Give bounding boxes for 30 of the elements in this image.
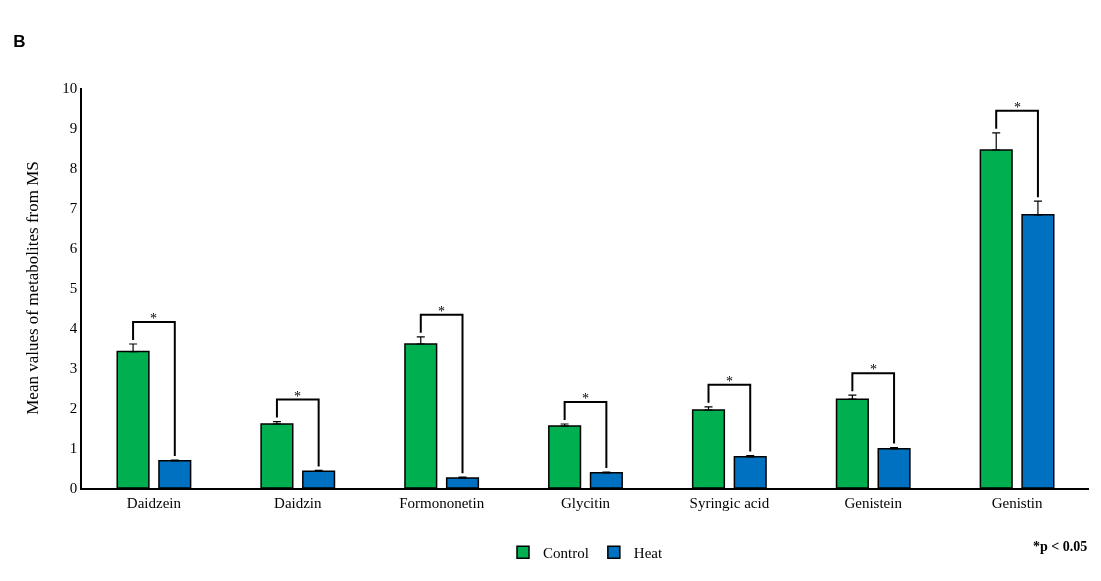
legend-label: Heat xyxy=(633,545,663,562)
x-tick-label: Syringic acid xyxy=(689,494,770,511)
annotation: * xyxy=(1014,100,1021,115)
y-tick-label: 10 xyxy=(62,80,78,97)
x-tick-label: Glycitin xyxy=(560,494,611,511)
x-tick-label: Formononetin xyxy=(399,494,485,511)
y-tick-label: 5 xyxy=(69,280,78,297)
text: *p < 0.05 xyxy=(1033,539,1088,554)
chart-title: B xyxy=(13,31,26,51)
x-tick-label: Daidzin xyxy=(274,494,323,511)
y-tick-label: 6 xyxy=(69,240,78,257)
y-tick-label: 4 xyxy=(69,320,78,337)
y-axis-title: Mean values of metabolites from MS xyxy=(22,161,42,415)
x-tick-label: Daidzein xyxy=(126,494,182,511)
y-tick-label: 0 xyxy=(69,480,78,497)
x-tick-label: Genistin xyxy=(991,494,1043,511)
annotation: * xyxy=(870,362,877,377)
annotation: * xyxy=(726,374,733,389)
annotation: * xyxy=(150,311,157,326)
annotation: * xyxy=(438,304,445,319)
x-tick-label: Genistein xyxy=(844,494,903,511)
y-tick-label: 2 xyxy=(69,400,78,417)
y-tick-label: 1 xyxy=(69,440,78,457)
legend-label: Control xyxy=(543,545,589,562)
y-tick-label: 7 xyxy=(69,200,78,217)
y-tick-label: 8 xyxy=(69,160,78,177)
annotation: * xyxy=(582,391,589,406)
annotation: * xyxy=(294,389,301,404)
y-tick-label: 9 xyxy=(69,120,78,137)
y-tick-label: 3 xyxy=(69,360,78,377)
